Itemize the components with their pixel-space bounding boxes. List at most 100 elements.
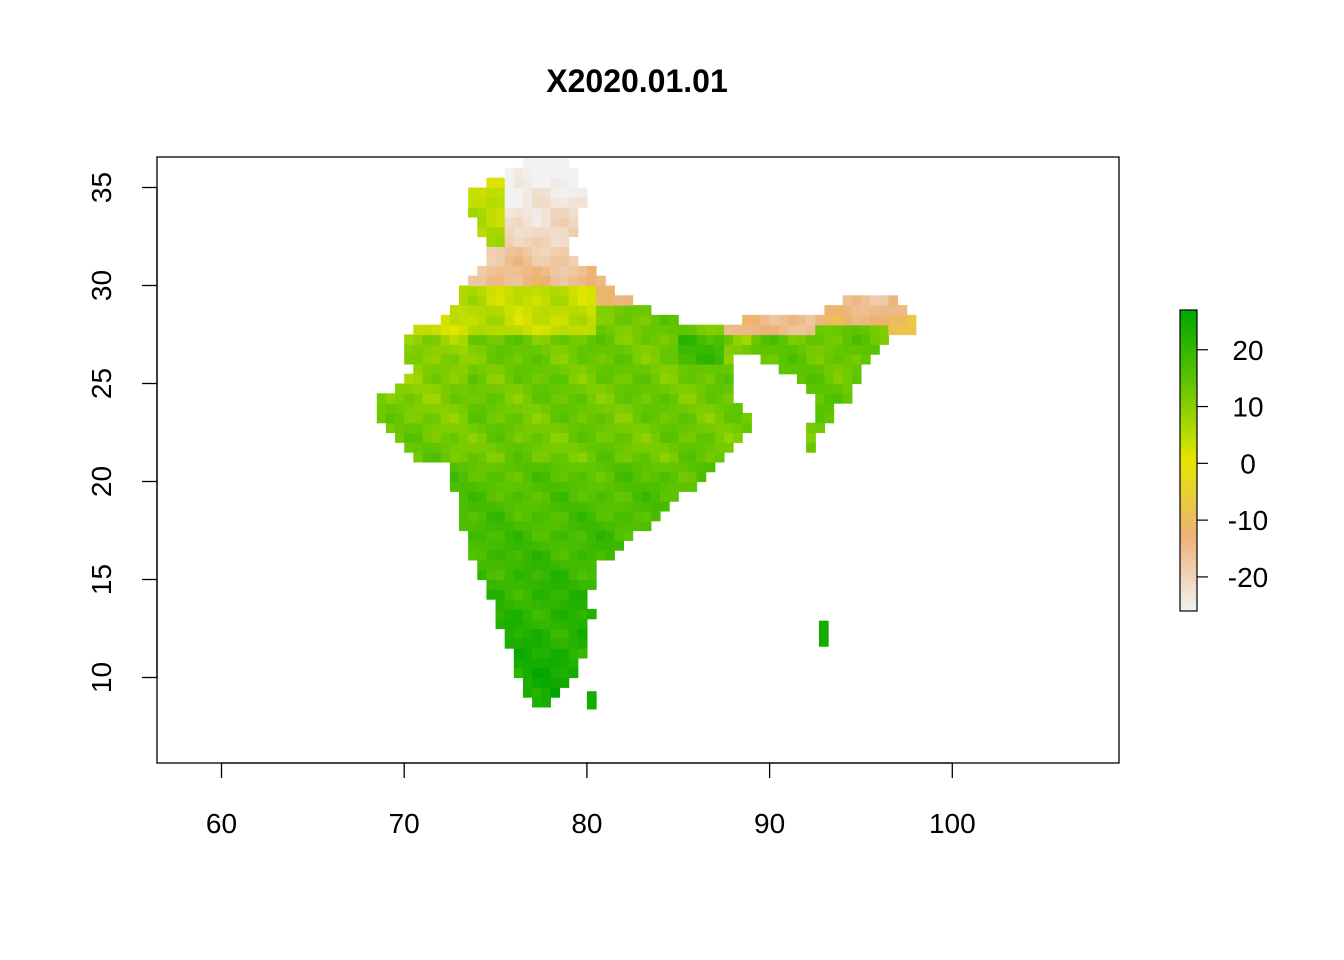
raster-cell [459,520,469,532]
raster-cell [486,579,497,590]
raster-cell [559,216,570,228]
raster-cell [477,363,488,375]
raster-cell [477,216,488,228]
raster-cell [659,334,670,345]
raster-cell [477,305,488,316]
raster-cell [623,501,634,512]
raster-cell [659,481,670,492]
raster-cell [596,275,606,287]
raster-cell [705,334,716,345]
raster-cell [513,285,524,296]
raster-cell [541,452,551,463]
raster-cell [522,579,533,590]
raster-cell [513,638,524,649]
raster-cell [586,344,597,355]
raster-cell [632,403,643,414]
raster-cell [550,687,561,698]
raster-cell [468,354,478,365]
raster-cell [449,354,460,365]
color-legend-bar [1179,309,1198,612]
raster-cell [495,324,506,336]
raster-cell [513,510,524,522]
raster-cell [596,324,606,336]
raster-cell [468,285,478,296]
raster-cell [504,579,515,590]
raster-cell [504,226,515,238]
raster-cell [815,354,825,365]
raster-cell [577,373,588,385]
raster-cell [504,344,515,355]
raster-cell [504,638,515,649]
raster-cell [586,510,597,522]
raster-cell [632,363,643,375]
raster-cell [459,432,469,443]
raster-cell [650,383,661,394]
raster-cell [723,354,734,365]
raster-cell [522,481,533,492]
raster-cell [632,324,643,336]
raster-cell [577,412,588,424]
raster-cell [541,422,551,434]
raster-cell [678,334,688,345]
raster-cell [596,432,606,443]
raster-cell [806,432,816,443]
raster-cell [577,422,588,434]
raster-cell [851,354,862,365]
raster-cell [513,608,524,620]
raster-cell [860,295,871,306]
raster-cell [522,246,533,257]
raster-cell [395,422,405,434]
raster-cell [522,265,533,277]
raster-cell [495,275,506,287]
raster-cell [550,638,561,649]
raster-cell [422,422,433,434]
raster-cell [477,344,488,355]
raster-cell [623,432,634,443]
raster-cell [824,354,835,365]
raster-cell [541,285,551,296]
raster-cell [687,363,698,375]
raster-cell [504,452,515,463]
raster-cell [568,491,579,502]
raster-cell [541,648,551,659]
raster-cell [614,412,625,424]
raster-cell [815,363,825,375]
raster-cell [541,363,551,375]
raster-cell [459,383,469,394]
raster-cell [614,501,625,512]
raster-cell [504,432,515,443]
raster-cell [696,363,707,375]
raster-cell [395,393,405,404]
raster-cell [413,422,424,434]
raster-cell [459,471,469,483]
raster-cell [568,412,579,424]
raster-cell [522,452,533,463]
raster-cell [486,334,497,345]
raster-cell [468,530,478,541]
raster-cell [513,334,524,345]
raster-cell [513,618,524,630]
raster-cell [605,432,615,443]
raster-cell [522,187,533,198]
raster-cell [522,540,533,551]
raster-cell [714,452,725,463]
raster-cell [559,618,570,630]
raster-cell [376,403,387,414]
raster-cell [641,461,652,473]
raster-cell [449,461,460,473]
raster-cell [513,540,524,551]
raster-cell [614,403,625,414]
raster-cell [860,324,871,336]
raster-cell [815,383,825,394]
raster-cell [577,628,588,639]
raster-cell [714,334,725,345]
raster-cell [678,452,688,463]
raster-cell [632,510,643,522]
raster-cell [678,373,688,385]
raster-cell [669,393,679,404]
raster-cell [632,452,643,463]
raster-cell [532,187,542,198]
raster-cell [559,167,570,179]
raster-cell [559,599,570,610]
raster-cell [851,334,862,345]
